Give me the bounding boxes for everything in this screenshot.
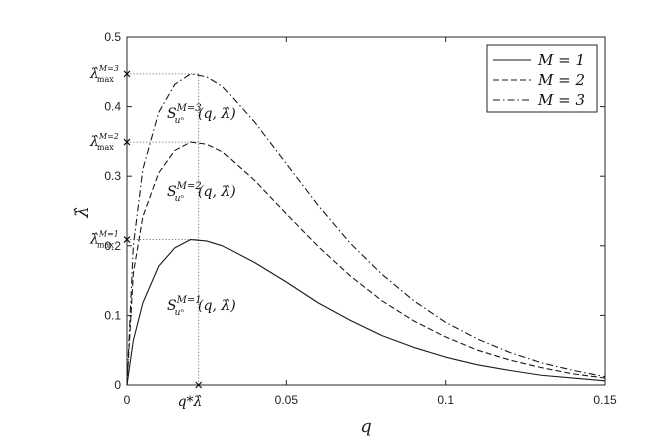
region-label-sub: uⁿ <box>175 194 185 204</box>
series-line-m1 <box>126 238 606 386</box>
legend-label-m1: M = 1 <box>537 51 585 69</box>
region-label-base: S <box>167 106 177 122</box>
y-tick-label: 0.1 <box>104 308 121 322</box>
q-star-marker <box>195 381 203 389</box>
region-label-m3: SM=3 uⁿ (q, λ̂) <box>167 103 236 126</box>
legend-box <box>486 44 598 113</box>
axis-ticks: 0 0.05 0.1 0.15 0 0.1 0.2 0.3 0.4 0.5 <box>104 30 617 407</box>
series-line-m3 <box>126 73 606 386</box>
region-label-m2: SM=2 uⁿ (q, λ̂) <box>167 181 236 204</box>
x-tick-label: 0.05 <box>275 393 299 407</box>
y-tick-label: 0.4 <box>104 100 121 114</box>
lambda-max-marker-1 <box>123 236 131 243</box>
x-tick-label: 0.1 <box>437 393 454 407</box>
lambda-max-sup: M=1 <box>98 230 119 239</box>
lambda-max-marker-3 <box>123 70 131 78</box>
lambda-max-sub: max <box>97 143 114 152</box>
reference-markers <box>123 70 203 389</box>
region-label-sub: uⁿ <box>175 116 185 126</box>
region-label-base: S <box>167 298 177 314</box>
region-label-m1: SM=1 uⁿ (q, λ̂) <box>167 295 236 318</box>
region-label-sup: M=3 <box>176 103 202 114</box>
x-axis-label: q <box>360 416 372 437</box>
region-label-sub: uⁿ <box>175 308 185 318</box>
lambda-max-label-2: λ̂M=2 max <box>89 132 119 152</box>
region-label-args: (q, λ̂) <box>198 184 236 200</box>
lambda-max-label-1: λ̂M=1 max <box>89 230 119 250</box>
legend-label-m2: M = 2 <box>537 71 585 89</box>
region-label-args: (q, λ̂) <box>198 106 236 122</box>
lambda-max-label-3: λ̂M=3 max <box>89 64 119 84</box>
lambda-max-base: λ̂ <box>89 134 99 150</box>
legend: M = 1 M = 2 M = 3 <box>486 44 598 113</box>
lambda-max-sub: max <box>97 241 114 250</box>
reference-guides <box>127 73 200 385</box>
lambda-max-base: λ̂ <box>89 232 99 248</box>
x-tick-label: 0.15 <box>593 393 617 407</box>
y-axis-label: λ̂ <box>72 206 93 218</box>
y-tick-label: 0.3 <box>104 169 121 183</box>
legend-label-m3: M = 3 <box>537 91 585 109</box>
lambda-max-base: λ̂ <box>89 66 99 82</box>
lambda-max-marker-2 <box>123 138 131 146</box>
lambda-max-sup: M=3 <box>98 64 119 73</box>
region-label-sup: M=2 <box>176 181 202 192</box>
x-tick-label: 0 <box>124 393 131 407</box>
legend-items: M = 1 M = 2 M = 3 <box>493 51 585 109</box>
lambda-max-sub: max <box>97 75 114 84</box>
region-labels: SM=1 uⁿ (q, λ̂)SM=2 uⁿ (q, λ̂)SM=3 uⁿ (q, λ̂) <box>167 103 236 318</box>
y-tick-label: 0 <box>114 378 121 392</box>
region-label-args: (q, λ̂) <box>198 298 236 314</box>
y-tick-label: 0.5 <box>104 30 121 44</box>
region-label-base: S <box>167 184 177 200</box>
lambda-max-sup: M=2 <box>98 132 119 141</box>
y-tick-label: 0.2 <box>104 239 121 253</box>
series-lines <box>126 73 606 386</box>
q-star-label: q*λ̂ <box>178 394 203 410</box>
region-label-sup: M=1 <box>176 295 202 306</box>
series-line-m2 <box>126 141 606 386</box>
